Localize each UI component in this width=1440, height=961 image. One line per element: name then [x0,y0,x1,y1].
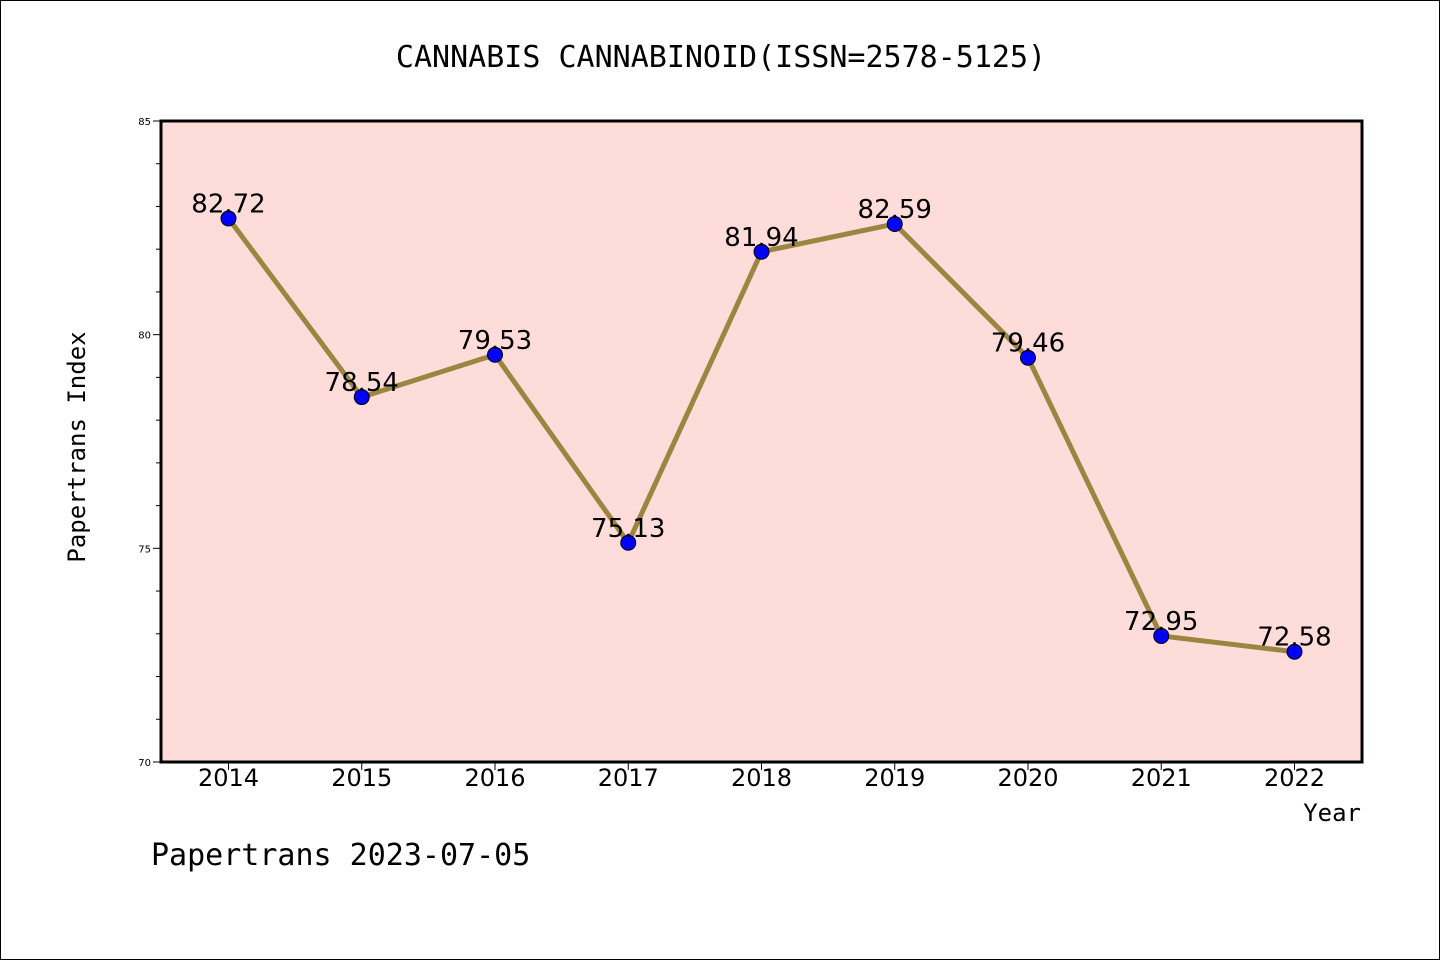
data-labels: 82.72 78.54 79.53 75.13 81.94 82.59 79.46 72.95… [191,189,1331,652]
x-tick-label: 2020 [997,764,1058,792]
x-tick-label: 2018 [731,764,792,792]
x-tick-label: 2014 [198,764,259,792]
data-point-2017 [620,534,637,551]
data-label-2014: 82.72 [191,189,265,219]
chart-title: CANNABIS CANNABINOID(ISSN=2578-5125) [396,40,1046,75]
data-label-2016: 79.53 [458,326,532,356]
data-point-2019 [886,215,903,232]
data-point-2022 [1286,643,1303,660]
data-label-2019: 82.59 [858,195,932,225]
y-axis: 70 75 80 85 [138,117,161,769]
data-point-2020 [1020,349,1036,366]
data-label-2020: 79.46 [991,329,1065,359]
data-point-2014 [220,210,237,227]
y-tick-label: 75 [138,544,151,555]
x-tick-label: 2021 [1131,764,1192,792]
data-point-2018 [753,243,770,260]
x-tick-label: 2017 [598,764,659,792]
x-tick-label: 2015 [331,764,392,792]
y-axis-label: Papertrans Index [63,331,91,562]
data-label-2015: 78.54 [325,368,399,398]
data-label-2021: 72.95 [1124,607,1198,637]
data-label-2018: 81.94 [724,223,798,253]
footer-date-stamp: Papertrans 2023-07-05 [151,838,530,873]
y-tick-label: 80 [138,331,151,342]
x-tick-label: 2016 [464,764,525,792]
x-axis-label: Year [1303,799,1361,827]
data-label-2022: 72.58 [1257,623,1331,653]
plot-area [159,119,1364,764]
x-axis: 2014 2015 2016 2017 2018 2019 2020 2021 2022 [198,762,1325,792]
x-tick-label: 2022 [1264,764,1325,792]
series-markers [220,210,1303,660]
x-tick-label: 2019 [864,764,925,792]
data-point-2016 [487,346,503,363]
y-tick-label: 70 [138,758,151,769]
data-label-2017: 75.13 [591,514,665,544]
y-tick-label: 85 [138,117,151,128]
data-point-2015 [353,389,370,406]
data-point-2021 [1153,627,1170,644]
